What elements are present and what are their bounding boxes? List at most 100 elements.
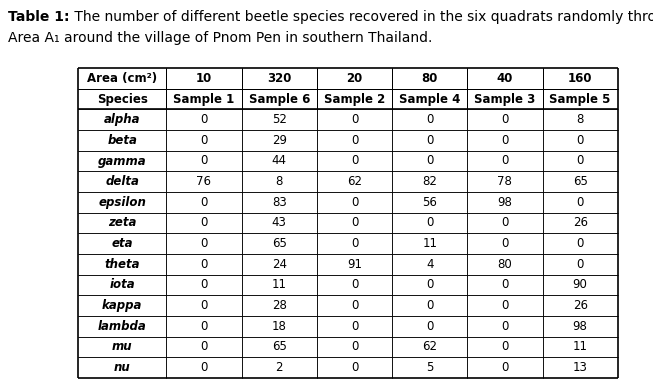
Text: 91: 91 [347, 258, 362, 271]
Text: 10: 10 [196, 72, 212, 85]
Text: 13: 13 [573, 361, 588, 374]
Text: 65: 65 [272, 340, 287, 353]
Text: 2: 2 [276, 361, 283, 374]
Text: theta: theta [104, 258, 140, 271]
Text: Sample 3: Sample 3 [474, 92, 535, 105]
Text: 0: 0 [577, 134, 584, 147]
Text: 0: 0 [351, 154, 358, 167]
Text: 11: 11 [272, 278, 287, 291]
Text: 0: 0 [502, 361, 509, 374]
Text: 0: 0 [502, 320, 509, 333]
Text: 65: 65 [573, 175, 588, 188]
Text: 0: 0 [351, 113, 358, 126]
Text: 98: 98 [573, 320, 588, 333]
Text: epsilon: epsilon [98, 196, 146, 209]
Text: 0: 0 [502, 340, 509, 353]
Text: 80: 80 [421, 72, 438, 85]
Text: 90: 90 [573, 278, 588, 291]
Text: 8: 8 [577, 113, 584, 126]
Text: 43: 43 [272, 216, 287, 229]
Text: Area A₁ around the village of Pnom Pen in southern Thailand.: Area A₁ around the village of Pnom Pen i… [8, 31, 432, 45]
Text: 0: 0 [200, 237, 208, 250]
Text: Sample 6: Sample 6 [249, 92, 310, 105]
Text: 0: 0 [200, 258, 208, 271]
Text: iota: iota [109, 278, 135, 291]
Text: 18: 18 [272, 320, 287, 333]
Text: 0: 0 [351, 134, 358, 147]
Text: 76: 76 [197, 175, 212, 188]
Text: The number of different beetle species recovered in the six quadrats randomly th: The number of different beetle species r… [69, 10, 653, 24]
Text: 0: 0 [351, 237, 358, 250]
Text: Area (cm²): Area (cm²) [87, 72, 157, 85]
Text: 0: 0 [351, 320, 358, 333]
Text: 0: 0 [200, 113, 208, 126]
Text: eta: eta [112, 237, 133, 250]
Text: Sample 1: Sample 1 [173, 92, 234, 105]
Text: 4: 4 [426, 258, 434, 271]
Text: Sample 2: Sample 2 [324, 92, 385, 105]
Text: beta: beta [107, 134, 137, 147]
Text: 62: 62 [422, 340, 438, 353]
Text: 0: 0 [502, 113, 509, 126]
Text: 56: 56 [422, 196, 437, 209]
Text: 52: 52 [272, 113, 287, 126]
Text: 20: 20 [346, 72, 362, 85]
Text: 0: 0 [502, 278, 509, 291]
Text: 26: 26 [573, 216, 588, 229]
Text: lambda: lambda [98, 320, 146, 333]
Text: 0: 0 [502, 154, 509, 167]
Text: 0: 0 [200, 154, 208, 167]
Text: 0: 0 [426, 154, 434, 167]
Text: 80: 80 [498, 258, 513, 271]
Text: 320: 320 [267, 72, 291, 85]
Text: 0: 0 [426, 320, 434, 333]
Text: Table 1:: Table 1: [8, 10, 69, 24]
Text: 78: 78 [498, 175, 513, 188]
Text: 11: 11 [573, 340, 588, 353]
Text: 8: 8 [276, 175, 283, 188]
Text: 5: 5 [426, 361, 434, 374]
Text: 0: 0 [200, 278, 208, 291]
Text: zeta: zeta [108, 216, 136, 229]
Text: 0: 0 [502, 299, 509, 312]
Text: 0: 0 [351, 196, 358, 209]
Text: 0: 0 [426, 278, 434, 291]
Text: 0: 0 [200, 320, 208, 333]
Text: 11: 11 [422, 237, 438, 250]
Text: 0: 0 [426, 216, 434, 229]
Text: 0: 0 [200, 134, 208, 147]
Text: 29: 29 [272, 134, 287, 147]
Text: 0: 0 [351, 216, 358, 229]
Text: 65: 65 [272, 237, 287, 250]
Text: 28: 28 [272, 299, 287, 312]
Text: 0: 0 [351, 340, 358, 353]
Text: alpha: alpha [104, 113, 140, 126]
Text: 83: 83 [272, 196, 287, 209]
Text: 0: 0 [351, 299, 358, 312]
Text: 26: 26 [573, 299, 588, 312]
Text: 44: 44 [272, 154, 287, 167]
Text: mu: mu [112, 340, 133, 353]
Text: 0: 0 [426, 134, 434, 147]
Text: 0: 0 [502, 237, 509, 250]
Text: 24: 24 [272, 258, 287, 271]
Text: 0: 0 [577, 237, 584, 250]
Text: 0: 0 [351, 278, 358, 291]
Text: 0: 0 [502, 134, 509, 147]
Text: 0: 0 [200, 361, 208, 374]
Text: 0: 0 [351, 361, 358, 374]
Text: 62: 62 [347, 175, 362, 188]
Text: delta: delta [105, 175, 139, 188]
Text: 0: 0 [426, 113, 434, 126]
Text: 0: 0 [577, 154, 584, 167]
Text: gamma: gamma [98, 154, 146, 167]
Text: Sample 4: Sample 4 [399, 92, 460, 105]
Text: 0: 0 [200, 216, 208, 229]
Text: 0: 0 [200, 299, 208, 312]
Text: Species: Species [97, 92, 148, 105]
Text: 40: 40 [497, 72, 513, 85]
Text: 0: 0 [426, 299, 434, 312]
Text: 0: 0 [502, 216, 509, 229]
Text: 0: 0 [577, 196, 584, 209]
Text: nu: nu [114, 361, 131, 374]
